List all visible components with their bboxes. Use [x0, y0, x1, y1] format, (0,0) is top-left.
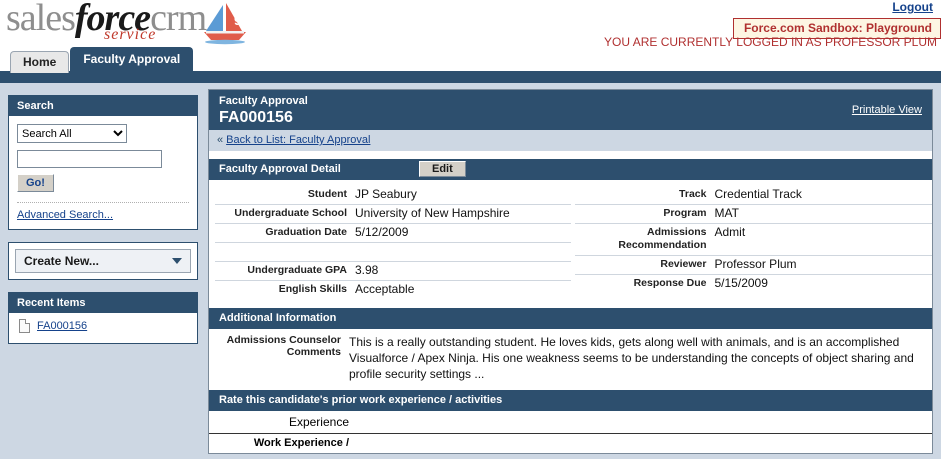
field-row-graduation-date: Graduation Date 5/12/2009: [215, 224, 571, 243]
logo-service-text: service: [104, 26, 157, 43]
additional-information-title: Additional Information: [219, 312, 337, 324]
create-new-dropdown[interactable]: Create New...: [15, 249, 191, 273]
sandbox-banner: Force.com Sandbox: Playground: [732, 18, 941, 39]
printable-view-link[interactable]: Printable View: [851, 104, 922, 116]
experience-column-header: Experience: [288, 415, 349, 429]
field-label: English Skills: [278, 283, 347, 295]
field-row-response-due: Response Due 5/15/2009: [575, 275, 933, 294]
table-row: Work Experience /: [209, 434, 932, 449]
sailboat-icon: 9: [204, 3, 246, 45]
advanced-search-link[interactable]: Advanced Search...: [17, 209, 114, 221]
field-value: 5/12/2009: [355, 225, 409, 239]
detail-section-title: Faculty Approval Detail: [219, 163, 341, 175]
logo-crm-text: crm: [150, 0, 207, 39]
recent-item-link[interactable]: FA000156: [37, 320, 88, 332]
field-row-student: Student JP Seabury: [215, 186, 571, 205]
create-new-panel: Create New...: [8, 242, 198, 280]
additional-information-header: Additional Information: [209, 308, 932, 329]
admissions-comments-row: Admissions Counselor Comments This is a …: [209, 329, 932, 390]
field-label: Program: [663, 207, 707, 219]
field-label: Track: [679, 188, 707, 200]
search-go-button[interactable]: Go!: [17, 174, 54, 192]
back-chevron-icon: «: [217, 134, 224, 146]
body-region: Search Search All Go! Advanced Search...…: [0, 89, 941, 459]
login-warning-text: YOU ARE CURRENTLY LOGGED IN AS PROFESSOR…: [604, 35, 937, 49]
list-item[interactable]: FA000156: [9, 313, 197, 343]
logout-link[interactable]: Logout: [892, 0, 933, 14]
field-label: Graduation Date: [265, 226, 347, 238]
main-content: Faculty Approval FA000156 Printable View…: [208, 89, 933, 454]
logo-sales-text: sales: [6, 0, 76, 39]
rating-section-header: Rate this candidate's prior work experie…: [209, 390, 932, 411]
field-row-undergraduate-school: Undergraduate School University of New H…: [215, 205, 571, 224]
field-value: Credential Track: [714, 187, 802, 201]
field-label: Reviewer: [660, 258, 707, 270]
field-label: Undergraduate GPA: [247, 264, 347, 276]
detail-field-grid: Student JP Seabury Undergraduate School …: [209, 180, 932, 300]
field-row-spacer: [215, 243, 571, 262]
field-label: Response Due: [633, 277, 707, 289]
field-label: Admissions Recommendation: [618, 226, 707, 251]
field-row-reviewer: Reviewer Professor Plum: [574, 256, 932, 275]
tab-faculty-approval[interactable]: Faculty Approval: [70, 47, 194, 71]
chevron-down-icon: [172, 258, 182, 264]
search-panel-title: Search: [9, 96, 197, 116]
back-to-list-link[interactable]: Back to List: Faculty Approval: [226, 134, 371, 146]
field-value: 5/15/2009: [714, 276, 768, 290]
search-scope-select[interactable]: Search All: [17, 124, 127, 143]
field-value: Admit: [714, 225, 746, 239]
document-icon: [19, 319, 30, 333]
sidebar: Search Search All Go! Advanced Search...…: [8, 95, 198, 356]
salesforce-logo: salesforcecrm service: [6, 0, 207, 44]
field-label: Undergraduate School: [234, 207, 347, 219]
admissions-comments-label: Admissions Counselor Comments: [226, 334, 341, 358]
field-value: JP Seabury: [355, 187, 417, 201]
create-new-label: Create New...: [24, 254, 99, 268]
experience-column-header-row: Experience: [209, 411, 932, 434]
field-value: University of New Hampshire: [355, 206, 510, 220]
logo-force-text: force: [74, 0, 151, 39]
page-title: FA000156: [219, 109, 293, 126]
field-row-admissions-recommendation: Admissions Recommendation Admit: [574, 224, 932, 256]
search-panel: Search Search All Go! Advanced Search...: [8, 95, 198, 230]
nav-bar-strip: [0, 71, 941, 83]
tab-home[interactable]: Home: [10, 51, 70, 73]
rating-section-title: Rate this candidate's prior work experie…: [219, 394, 503, 406]
field-label: Student: [307, 188, 347, 200]
record-header: Faculty Approval FA000156 Printable View: [209, 90, 932, 130]
edit-button[interactable]: Edit: [419, 161, 466, 177]
nav-bar-shadow: [0, 83, 941, 89]
field-value: MAT: [714, 206, 739, 220]
detail-section-header: Faculty Approval Detail Edit: [209, 159, 932, 180]
field-row-track: Track Credential Track: [574, 186, 932, 205]
field-value: Professor Plum: [714, 257, 797, 271]
breadcrumb: «Back to List: Faculty Approval: [209, 130, 932, 151]
record-type-label: Faculty Approval: [219, 95, 308, 107]
field-row-english-skills: English Skills Acceptable: [215, 281, 571, 300]
recent-items-panel: Recent Items FA000156: [8, 292, 198, 344]
recent-items-title: Recent Items: [9, 293, 197, 313]
field-row-undergraduate-gpa: Undergraduate GPA 3.98: [215, 262, 571, 281]
detail-right-column: Track Credential Track Program MAT Admis…: [571, 186, 933, 300]
work-experience-label: Work Experience /: [253, 437, 349, 449]
field-row-program: Program MAT: [574, 205, 932, 224]
tab-bar: Home Faculty Approval: [0, 47, 941, 73]
top-bar: salesforcecrm service 9 Logout Force.com…: [0, 0, 941, 49]
svg-text:9: 9: [234, 13, 241, 28]
search-divider: [17, 202, 189, 203]
admissions-comments-value: This is a really outstanding student. He…: [349, 335, 914, 381]
detail-left-column: Student JP Seabury Undergraduate School …: [209, 186, 571, 300]
search-input[interactable]: [17, 150, 162, 168]
field-value: Acceptable: [355, 282, 415, 296]
field-value: 3.98: [355, 263, 379, 277]
